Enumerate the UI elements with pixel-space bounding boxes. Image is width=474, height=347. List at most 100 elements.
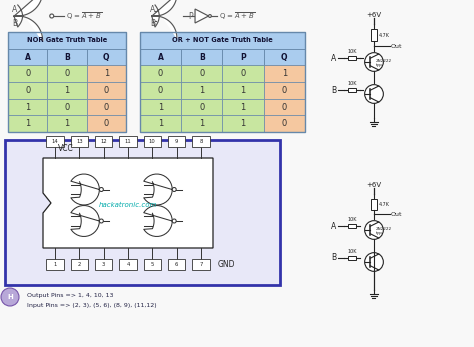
Polygon shape [14,0,43,41]
Polygon shape [152,0,177,38]
Bar [222,115,264,132]
Text: P: P [240,52,246,61]
Bar [8,32,126,49]
Text: 10K: 10K [347,249,357,254]
Text: A: A [25,52,31,61]
Text: 8: 8 [199,139,202,144]
Polygon shape [144,174,172,205]
Bar [140,49,181,65]
Text: 1: 1 [25,102,30,111]
Text: 1: 1 [199,86,204,95]
Circle shape [172,219,176,223]
Bar [8,82,47,99]
Text: 0: 0 [240,69,246,78]
Bar [347,256,356,260]
Text: A: A [331,221,336,230]
Bar [46,136,64,147]
Text: 1: 1 [64,119,70,128]
Polygon shape [195,9,209,23]
Text: B: B [150,18,155,27]
Text: 0: 0 [64,102,70,111]
Circle shape [209,15,211,17]
Text: 0: 0 [158,86,163,95]
Text: 0: 0 [282,119,287,128]
Bar [222,65,264,82]
Text: 4.7K: 4.7K [379,202,390,206]
Bar [222,99,264,115]
Text: Out: Out [391,43,402,49]
Text: 1: 1 [158,102,163,111]
Text: 1: 1 [199,119,204,128]
Text: OR + NOT Gate Truth Table: OR + NOT Gate Truth Table [172,37,273,43]
Polygon shape [43,158,213,248]
Bar [144,136,161,147]
Text: 5: 5 [151,262,154,267]
Text: 10: 10 [149,139,155,144]
Text: Q = $\overline{A+B}$: Q = $\overline{A+B}$ [66,10,102,22]
Bar [347,88,356,92]
Bar [140,82,181,99]
Text: 7: 7 [199,262,202,267]
Bar [47,49,87,65]
Bar [87,82,126,99]
Text: +6V: +6V [366,12,382,18]
Bar [144,259,161,270]
Text: 1: 1 [104,69,109,78]
Text: 0: 0 [282,102,287,111]
Text: 1: 1 [240,119,246,128]
Text: 0: 0 [282,86,287,95]
Text: Out: Out [391,212,402,217]
Bar [264,82,305,99]
Bar [140,115,181,132]
Circle shape [50,14,54,18]
Bar [87,99,126,115]
Circle shape [365,53,383,71]
Text: H: H [7,294,13,300]
Text: 4.7K: 4.7K [379,33,390,37]
Text: A: A [150,5,155,14]
Polygon shape [144,205,172,236]
Bar [8,115,47,132]
Text: 10K: 10K [347,81,357,86]
Bar [8,65,47,82]
Text: 1: 1 [25,119,30,128]
Bar [87,65,126,82]
Text: 10K: 10K [347,49,357,54]
Bar [71,259,88,270]
Bar [264,49,305,65]
Text: 3: 3 [102,262,105,267]
Text: Output Pins => 1, 4, 10, 13: Output Pins => 1, 4, 10, 13 [27,293,113,298]
Bar [47,115,87,132]
Text: 13: 13 [76,139,83,144]
Text: 0: 0 [104,119,109,128]
Bar [8,32,126,132]
Text: 2N2222
typ.: 2N2222 typ. [375,227,392,235]
Bar [222,49,264,65]
Text: 0: 0 [104,86,109,95]
Circle shape [172,187,176,192]
Text: B: B [331,85,336,94]
Text: 0: 0 [199,102,204,111]
Text: 1: 1 [54,262,57,267]
Bar [8,99,47,115]
Bar [347,56,356,60]
Bar [119,259,137,270]
Text: 0: 0 [199,69,204,78]
Bar [95,259,112,270]
Polygon shape [71,205,100,236]
Bar [8,49,47,65]
Bar [140,99,181,115]
Text: B: B [12,18,17,27]
Bar [87,49,126,65]
Text: 11: 11 [125,139,131,144]
Text: NOR Gate Truth Table: NOR Gate Truth Table [27,37,107,43]
Circle shape [365,253,383,271]
Bar [192,259,210,270]
Text: P: P [189,11,193,20]
Bar [47,65,87,82]
Text: 12: 12 [100,139,107,144]
Text: 9: 9 [175,139,178,144]
Text: 2: 2 [78,262,81,267]
Polygon shape [71,174,100,205]
Text: 1: 1 [240,86,246,95]
